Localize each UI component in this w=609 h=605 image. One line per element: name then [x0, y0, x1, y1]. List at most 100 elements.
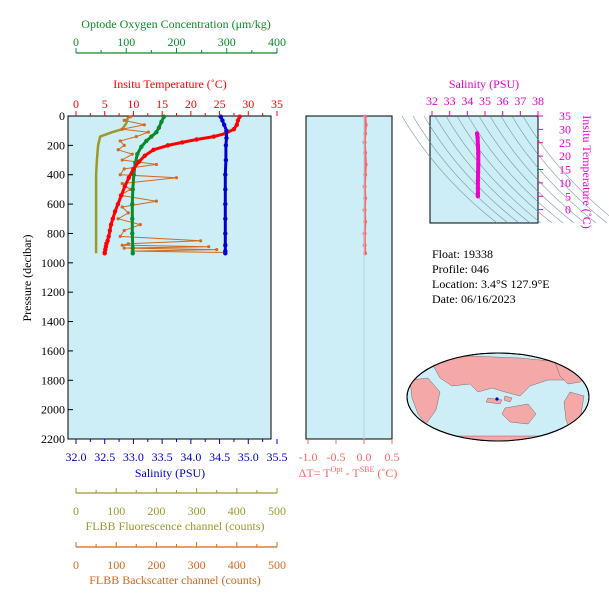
ts-point [475, 178, 481, 183]
pressure-tick-label: 1200 [41, 285, 65, 299]
salinity-tick-label: 32.0 [66, 450, 87, 464]
temperature-point [235, 118, 241, 123]
ts-salinity-tick-label: 33 [444, 94, 456, 108]
backscatter-point [128, 115, 132, 119]
dT-tick-label: -0.5 [327, 450, 346, 464]
pressure-tick-label: 1400 [41, 315, 65, 329]
temperature-point [107, 228, 113, 233]
ts-salinity-tick-label: 37 [514, 94, 526, 108]
salinity-point [223, 143, 229, 148]
ts-point [475, 186, 481, 191]
oxygen-point [159, 119, 164, 125]
backscatter-point [120, 181, 124, 186]
ts-salinity-tick-label: 36 [497, 94, 509, 108]
ts-salinity-label: Salinity (PSU) [449, 77, 519, 91]
oxygen-point [130, 187, 135, 192]
backscatter-point [138, 223, 142, 227]
ts-point [475, 194, 481, 199]
dT-point [362, 231, 367, 236]
main-plot-area [67, 115, 272, 440]
temperature-point [180, 140, 185, 145]
temperature-point [142, 153, 148, 158]
dT-plot-area [305, 115, 393, 440]
temperature-point [115, 201, 121, 207]
float-location-marker [495, 397, 499, 401]
temperature-point [194, 137, 199, 142]
ts-point [476, 151, 481, 156]
backscatter-tick-label: 500 [268, 558, 286, 572]
salinity-axis-ticks: 32.0 32.5 33.0 33.5 34.0 34.5 35.0 35.5 [66, 439, 288, 464]
pressure-tick-label: 2200 [41, 432, 65, 446]
temperature-point [108, 222, 114, 227]
temperature-point [122, 184, 128, 189]
ts-temperature-tick-label: 15 [559, 163, 571, 177]
salinity-point [220, 118, 225, 123]
backscatter-point [154, 199, 158, 203]
backscatter-point [154, 162, 158, 167]
salinity-tick-label: 32.5 [94, 450, 115, 464]
oxygen-point [154, 129, 159, 135]
temperature-point [119, 193, 124, 198]
ts-point [475, 143, 481, 148]
ts-salinity-tick-label: 32 [426, 94, 438, 108]
salinity-tick-label: 33.5 [152, 450, 173, 464]
ts-salinity-tick-label: 35 [479, 94, 491, 108]
backscatter-point [199, 239, 203, 243]
backscatter-point [122, 167, 126, 171]
dT-point [362, 140, 367, 145]
salinity-tick-label: 35.0 [238, 450, 259, 464]
ts-point [475, 135, 480, 140]
oxygen-profile-line [130, 116, 166, 254]
backscatter-point [118, 139, 122, 143]
pressure-axis-ticks: 0 200 400 600 800 1000 1200 1400 1600 1800 2000 220… [41, 109, 73, 446]
dT-tick-label: 0.5 [385, 450, 400, 464]
salinity-point [224, 135, 229, 141]
pressure-tick-label: 600 [47, 197, 65, 211]
ts-temperature-tick-label: 35 [559, 109, 571, 123]
oxygen-axis-label: Optode Oxygen Concentration (μm/kg) [81, 17, 270, 31]
salinity-tick-label: 34.5 [209, 450, 230, 464]
backscatter-point [120, 158, 124, 162]
temperature-point [237, 114, 242, 119]
temperature-point [110, 216, 115, 221]
dT-tick-label: -1.0 [299, 450, 318, 464]
dT-point [363, 162, 368, 167]
temperature-tick-label: 0 [73, 97, 79, 111]
oxygen-tick-label: 300 [218, 35, 236, 49]
temperature-point [126, 175, 132, 180]
dT-point [362, 243, 367, 248]
backscatter-point [174, 176, 179, 180]
oxygen-point [130, 251, 135, 256]
backscatter-tick-label: 200 [147, 558, 165, 572]
oxygen-tick-label: 200 [168, 35, 186, 49]
oxygen-point [130, 216, 135, 221]
temperature-tick-label: 30 [242, 97, 254, 111]
backscatter-point [207, 245, 211, 249]
fluorescence-tick-label: 300 [188, 504, 206, 518]
fluorescence-tick-label: 100 [107, 504, 125, 518]
salinity-axis-label: Salinity (PSU) [135, 466, 205, 480]
pressure-tick-label: 200 [47, 138, 65, 152]
backscatter-point [116, 217, 120, 221]
pressure-axis-label: Pressure (decibar) [20, 235, 34, 322]
temperature-point [151, 147, 156, 152]
temperature-point [112, 209, 118, 214]
fluorescence-axis-ticks: 0 100 200 300 400 500 [73, 488, 286, 518]
temperature-tick-label: 25 [214, 97, 226, 111]
oxygen-point [131, 172, 136, 177]
backscatter-point [120, 205, 124, 209]
ts-point [476, 161, 481, 167]
backscatter-point [122, 143, 126, 147]
backscatter-axis-label: FLBB Backscatter channel (counts) [89, 573, 261, 587]
ts-salinity-tick-label: 34 [461, 94, 473, 108]
temperature-tick-label: 15 [156, 97, 168, 111]
ts-temperature-tick-label: 30 [559, 122, 571, 136]
temperature-tick-label: 20 [185, 97, 197, 111]
backscatter-point [122, 246, 126, 250]
ts-temperature-label: Insitu Temperature (˚C) [580, 115, 594, 229]
salinity-point [224, 128, 229, 133]
pressure-tick-label: 400 [47, 168, 65, 182]
ts-salinity-tick-label: 38 [532, 94, 544, 108]
ts-temperature-tick-label: 5 [565, 189, 571, 203]
salinity-point [223, 201, 228, 207]
